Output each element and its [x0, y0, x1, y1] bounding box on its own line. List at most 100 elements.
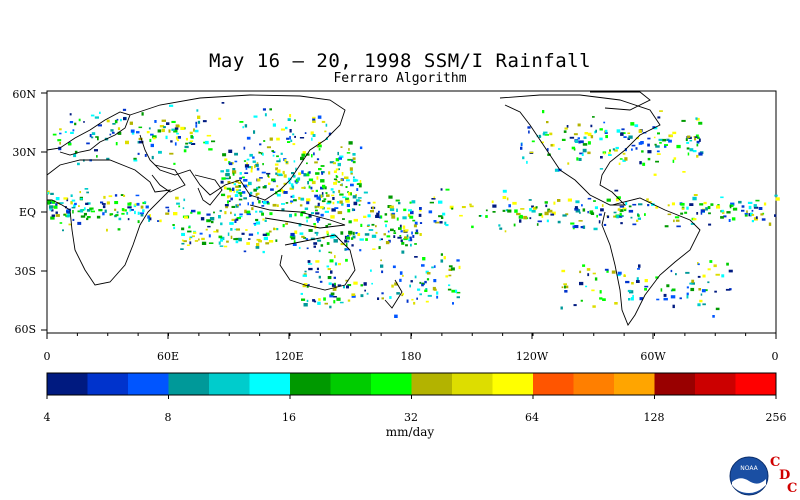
- rain-cell: [364, 233, 370, 236]
- rain-cell: [246, 213, 251, 216]
- rain-cell: [338, 262, 341, 266]
- rain-cell: [342, 218, 345, 220]
- rain-cell: [581, 153, 584, 156]
- rain-cell: [536, 223, 539, 226]
- rain-cell: [655, 276, 659, 279]
- rain-cell: [98, 209, 103, 212]
- rain-cell: [305, 238, 309, 240]
- rain-cell: [617, 271, 622, 275]
- rain-cell: [670, 135, 673, 137]
- rain-cell: [492, 211, 496, 213]
- rain-cell: [86, 216, 91, 219]
- rain-cell: [247, 184, 250, 187]
- rain-cell: [127, 218, 130, 221]
- rain-cell: [318, 148, 321, 151]
- rain-cell: [238, 185, 241, 188]
- rain-cell: [671, 288, 676, 292]
- rain-cell: [163, 126, 166, 129]
- colorbar-units: mm/day: [385, 425, 435, 439]
- rain-cell: [365, 238, 368, 241]
- rain-cell: [59, 222, 63, 224]
- rain-cell: [53, 205, 58, 209]
- rain-cell: [323, 198, 327, 200]
- rain-cell: [183, 216, 188, 219]
- rain-cell: [102, 212, 105, 216]
- rain-cell: [513, 223, 516, 227]
- rain-cell: [234, 213, 236, 216]
- rain-cell: [289, 136, 291, 140]
- rain-cell: [327, 200, 332, 204]
- rain-cell: [391, 215, 396, 219]
- rain-cell: [47, 199, 52, 202]
- coast-indonesia: [249, 204, 346, 229]
- lon-label-0-east: 0: [771, 350, 779, 363]
- rain-cell: [306, 173, 310, 177]
- rain-cell: [694, 136, 698, 138]
- rain-cell: [139, 212, 144, 215]
- rain-cell: [316, 158, 320, 161]
- rain-cell: [235, 240, 239, 244]
- rain-cell: [352, 157, 356, 160]
- rain-cell: [358, 182, 362, 185]
- rain-cell: [436, 291, 439, 295]
- rain-cell: [345, 186, 348, 188]
- rain-cell: [220, 236, 225, 241]
- rain-cell: [370, 269, 372, 272]
- rain-cell: [47, 192, 50, 195]
- rain-cell: [333, 300, 336, 304]
- rain-cell: [350, 192, 352, 196]
- rain-cell: [399, 235, 402, 237]
- rain-cell: [622, 207, 627, 210]
- rain-cell: [385, 224, 387, 228]
- colorbar-swatch: [492, 373, 534, 395]
- rain-cell: [691, 279, 695, 283]
- rain-cell: [550, 213, 555, 216]
- rain-cell: [292, 174, 296, 178]
- rain-cell: [337, 181, 341, 183]
- rain-cell: [306, 200, 310, 205]
- rain-cell: [112, 123, 116, 125]
- rain-cell: [544, 134, 549, 136]
- rain-cell: [616, 215, 619, 219]
- rain-cell: [259, 177, 263, 179]
- rain-cell: [630, 216, 633, 219]
- rain-cell: [253, 115, 258, 118]
- rain-cell: [720, 216, 724, 219]
- rain-cell: [298, 246, 301, 249]
- rain-cell: [328, 251, 331, 254]
- rain-cell: [599, 290, 602, 294]
- rain-cell: [659, 110, 663, 112]
- rain-cell: [692, 150, 697, 153]
- rain-cell: [622, 159, 626, 162]
- rain-cell: [189, 131, 193, 135]
- rain-cell: [451, 289, 456, 293]
- rain-cell: [366, 292, 369, 295]
- rain-cell: [211, 140, 216, 143]
- rain-cell: [238, 198, 243, 201]
- rain-cell: [546, 219, 549, 223]
- rain-cell: [327, 276, 332, 280]
- rain-cell: [332, 287, 337, 291]
- rain-cell: [347, 284, 352, 287]
- rain-cell: [715, 273, 720, 276]
- rain-cell: [220, 239, 223, 242]
- rain-cell: [197, 115, 201, 119]
- rain-cell: [406, 234, 409, 238]
- rain-cell: [617, 273, 621, 277]
- rain-cell: [667, 213, 672, 216]
- rain-cell: [288, 181, 291, 185]
- rain-cell: [51, 214, 55, 217]
- rain-cell: [673, 157, 677, 160]
- rain-cell: [327, 268, 331, 271]
- rain-cell: [753, 204, 757, 208]
- rain-cell: [306, 247, 309, 250]
- rain-cell: [707, 268, 711, 271]
- rain-cell: [130, 129, 135, 133]
- rain-cell: [165, 135, 168, 140]
- lat-label-eq: EQ: [18, 206, 36, 219]
- rain-cell: [339, 301, 344, 304]
- rain-cell: [304, 270, 307, 273]
- rain-cell: [715, 307, 720, 311]
- rain-cell: [101, 203, 106, 205]
- rain-cell: [234, 160, 238, 163]
